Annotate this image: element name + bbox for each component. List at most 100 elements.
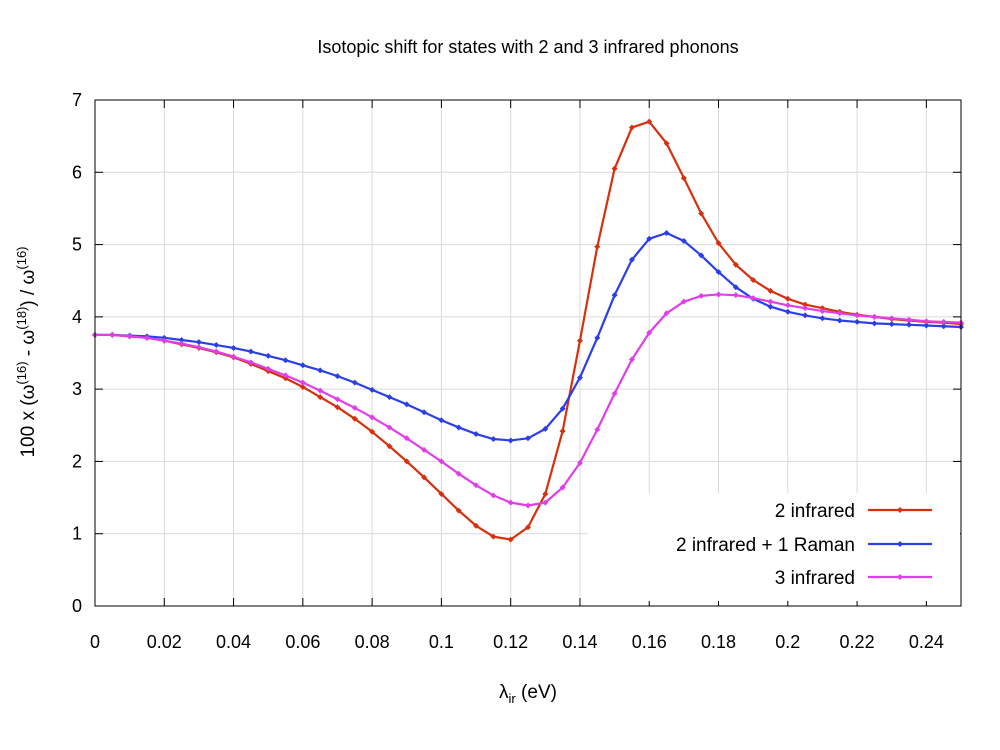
data-point (646, 235, 653, 242)
data-point (455, 507, 462, 514)
data-point (732, 292, 739, 299)
y-axis-label-s3: (16) (14, 246, 29, 269)
legend-label-2-infrared-1-raman: 2 infrared + 1 Raman (676, 535, 855, 556)
data-point (473, 482, 480, 489)
data-point (369, 414, 376, 421)
data-point (438, 490, 445, 497)
y-axis-label-s2: (18) (14, 307, 29, 330)
data-point (438, 417, 445, 424)
data-point (507, 437, 514, 444)
data-point (559, 484, 566, 491)
data-point (109, 331, 116, 338)
data-point (386, 394, 393, 401)
y-axis-label-p2: - ω (18, 330, 39, 362)
legend-marker (897, 574, 903, 580)
data-point (334, 373, 341, 380)
y-axis-label-p3: ) / ω (18, 269, 39, 306)
legend-label-2-infrared: 2 infrared (775, 501, 855, 522)
data-point (646, 118, 653, 125)
data-point (126, 333, 133, 340)
data-point (317, 387, 324, 394)
data-point (628, 256, 635, 263)
data-point (265, 352, 272, 359)
data-point (576, 459, 583, 466)
data-point (317, 367, 324, 374)
data-point (559, 428, 566, 435)
x-tick-label: 0.08 (355, 632, 390, 652)
data-point (836, 317, 843, 324)
data-point (351, 415, 358, 422)
data-point (161, 337, 168, 344)
data-point (473, 430, 480, 437)
data-point (680, 298, 687, 305)
data-point (213, 342, 220, 349)
y-axis-label-p1: 100 x (ω (18, 384, 39, 457)
data-point (507, 499, 514, 506)
data-point (230, 353, 237, 360)
data-point (784, 302, 791, 309)
data-point (784, 308, 791, 315)
data-point (767, 303, 774, 310)
x-axis-label-rest: (eV) (516, 682, 557, 703)
data-point (403, 401, 410, 408)
data-point (282, 372, 289, 379)
data-point (490, 436, 497, 443)
data-point (542, 499, 549, 506)
data-point (213, 348, 220, 355)
data-point (334, 396, 341, 403)
data-point (854, 318, 861, 325)
data-point (490, 533, 497, 540)
data-point (819, 315, 826, 322)
x-tick-label: 0.24 (909, 632, 944, 652)
data-point (490, 492, 497, 499)
data-point (334, 404, 341, 411)
data-point (923, 318, 930, 325)
data-point (871, 320, 878, 327)
data-point (421, 409, 428, 416)
data-point (403, 458, 410, 465)
data-point (438, 458, 445, 465)
data-point (576, 374, 583, 381)
data-point (906, 321, 913, 328)
data-point (784, 295, 791, 302)
data-point (871, 313, 878, 320)
data-point (455, 470, 462, 477)
x-tick-label: 0.22 (840, 632, 875, 652)
data-point (646, 329, 653, 336)
x-tick-label: 0.14 (562, 632, 597, 652)
data-point (178, 340, 185, 347)
data-point (663, 230, 670, 237)
data-point (299, 383, 306, 390)
data-point (265, 365, 272, 372)
data-point (802, 305, 809, 312)
data-point (732, 261, 739, 268)
data-point (594, 334, 601, 341)
data-point (767, 287, 774, 294)
data-point (611, 165, 618, 172)
data-point (906, 316, 913, 323)
data-point (663, 310, 670, 317)
data-point (230, 344, 237, 351)
legend: 2 infrared 2 infrared + 1 Raman 3 infrar… (588, 493, 960, 601)
x-tick-label: 0.2 (775, 632, 800, 652)
data-point (525, 435, 531, 442)
x-tick-label: 0 (90, 632, 100, 652)
data-point (802, 301, 809, 308)
data-point (888, 321, 895, 328)
data-point (247, 359, 254, 366)
ticks: 0 0.02 0.04 0.06 0.08 0.1 0.12 0.14 0.16 0.18 0.2 0… (72, 90, 961, 652)
data-point (628, 356, 635, 363)
data-point (888, 315, 895, 322)
x-axis-label-sub: ir (509, 691, 517, 706)
data-point (247, 348, 254, 355)
y-tick-label: 5 (72, 235, 82, 255)
x-tick-label: 0.1 (429, 632, 454, 652)
x-tick-label: 0.02 (147, 632, 182, 652)
data-point (698, 292, 705, 299)
data-point (386, 424, 393, 431)
data-point (403, 435, 410, 442)
x-tick-label: 0.04 (216, 632, 251, 652)
data-point (767, 298, 774, 305)
data-point (680, 175, 687, 182)
